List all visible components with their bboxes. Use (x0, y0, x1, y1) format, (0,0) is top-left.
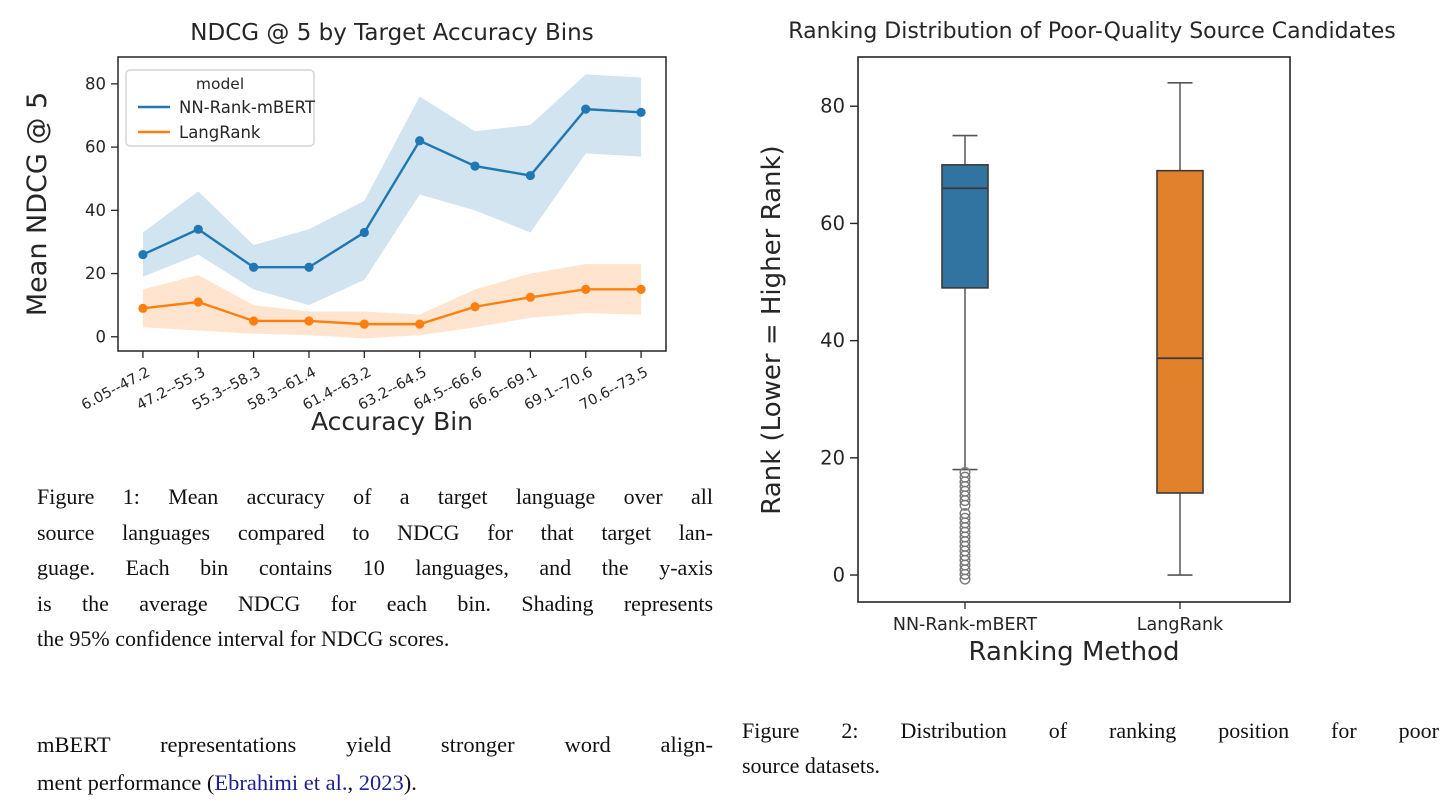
data-point (193, 224, 203, 234)
ci-band (142, 264, 642, 339)
figure2-y-axis-label: Rank (Lower = Higher Rank) (757, 145, 787, 514)
y-tick-label: 80 (85, 74, 106, 93)
data-point (636, 284, 646, 294)
series-line (142, 288, 642, 326)
data-point (636, 107, 646, 117)
figure2-chart-title: Ranking Distribution of Poor-Quality Sou… (788, 19, 1395, 44)
body-text-fragment: ). (403, 770, 417, 795)
x-tick-label: NN-Rank-mBERT (893, 615, 1038, 635)
figure2-plot-area: NN-Rank-mBERT LangRank 0 20 40 60 80 (820, 56, 1291, 635)
caption-line: source datasets. (742, 753, 881, 778)
y-tick-label: 20 (820, 446, 845, 469)
data-point (581, 104, 591, 114)
y-tick-label: 20 (85, 264, 106, 283)
figure1-chart-title: NDCG @ 5 by Target Accuracy Bins (190, 20, 593, 46)
caption-line: the 95% confidence interval for NDCG sco… (37, 626, 450, 651)
series-line (142, 107, 642, 269)
outlier-point (959, 499, 971, 511)
data-point (525, 292, 535, 302)
outlier-point (959, 495, 971, 507)
body-text-fragment: , (347, 770, 359, 795)
data-point (415, 136, 425, 146)
figure2-box-chart: Ranking Distribution of Poor-Quality Sou… (757, 19, 1396, 667)
body-text-line: ment performance (Ebrahimi et al., 2023)… (37, 764, 713, 802)
x-tick-label: LangRank (1137, 615, 1224, 635)
y-tick-label: 40 (820, 329, 845, 352)
data-point (249, 316, 259, 326)
plot-border (857, 56, 1291, 603)
data-point (470, 161, 480, 171)
data-point (581, 284, 591, 294)
figure2-caption: Figure 2: Distribution of ranking positi… (742, 713, 1439, 783)
data-point (470, 302, 480, 312)
figure1-caption: Figure 1: Mean accuracy of a target lang… (37, 479, 713, 657)
legend-title: model (196, 75, 244, 93)
legend-label-nn-rank-mbert: NN-Rank-mBERT (179, 98, 316, 117)
y-tick-label: 0 (833, 564, 845, 587)
data-point (193, 297, 203, 307)
citation-link-authors[interactable]: Ebrahimi et al. (214, 770, 348, 795)
figure2-x-axis-label: Ranking Method (969, 637, 1180, 667)
y-tick-label: 60 (85, 138, 106, 157)
figure1-y-axis-label: Mean NDCG @ 5 (22, 92, 53, 316)
outlier-point (959, 573, 971, 585)
y-tick-label: 60 (820, 212, 845, 235)
ci-band (142, 74, 642, 306)
plot-border (117, 56, 667, 352)
body-text-fragment: ment performance ( (37, 770, 215, 795)
data-point (249, 262, 259, 272)
y-tick-label: 0 (96, 327, 107, 346)
box (1156, 169, 1204, 494)
y-tick-label: 40 (85, 201, 106, 220)
figure1-x-axis-label: Accuracy Bin (311, 407, 473, 436)
figure1-line-chart: NDCG @ 5 by Target Accuracy Bins Mean ND… (22, 20, 667, 436)
data-point (415, 319, 425, 329)
data-point (138, 303, 148, 313)
y-tick-label: 80 (820, 95, 845, 118)
caption-line: guage. Each bin contains 10 languages, a… (37, 555, 713, 580)
caption-line: is the average NDCG for each bin. Shadin… (37, 590, 713, 616)
outlier-point (959, 568, 971, 580)
box (941, 164, 989, 289)
citation-link-year[interactable]: 2023 (358, 770, 404, 795)
data-point (304, 316, 314, 326)
legend-label-langrank: LangRank (179, 123, 261, 142)
data-point (359, 227, 369, 238)
legend-box (125, 69, 315, 147)
body-text-line: mBERT representations yield stronger wor… (37, 732, 713, 757)
caption-line: Figure 2: Distribution of ranking positi… (742, 718, 1439, 743)
data-point (304, 262, 314, 272)
body-paragraph: mBERT representations yield stronger wor… (37, 726, 713, 802)
data-point (359, 319, 369, 329)
figure1-legend: model NN-Rank-mBERT LangRank (125, 69, 316, 147)
data-point (525, 170, 535, 181)
caption-line: source languages compared to NDCG for th… (37, 519, 713, 545)
caption-line: Figure 1: Mean accuracy of a target lang… (37, 484, 713, 509)
data-point (138, 249, 148, 260)
